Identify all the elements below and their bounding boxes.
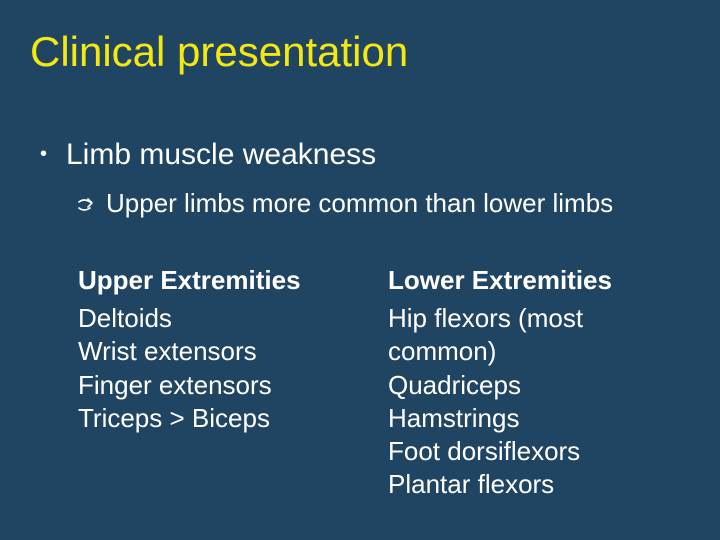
slide: Clinical presentation • Limb muscle weak… — [0, 0, 720, 540]
bullet-level-2: Upper limbs more common than lower limbs — [78, 188, 700, 219]
bullet-1-text: Limb muscle weakness — [66, 138, 376, 172]
column-lower: Lower Extremities Hip flexors (most comm… — [388, 265, 698, 502]
bullet-2-text: Upper limbs more common than lower limbs — [106, 188, 613, 219]
column-item: Triceps > Biceps — [78, 402, 388, 435]
column-item: Foot dorsiflexors — [388, 435, 698, 468]
column-item: Hip flexors (most common) — [388, 302, 698, 369]
columns: Upper Extremities Deltoids Wrist extenso… — [78, 265, 700, 502]
column-heading: Upper Extremities — [78, 265, 388, 296]
bullet-level-1: • Limb muscle weakness — [40, 138, 700, 172]
column-upper: Upper Extremities Deltoids Wrist extenso… — [78, 265, 388, 502]
column-item: Wrist extensors — [78, 335, 388, 368]
arrow-icon — [78, 196, 106, 218]
bullet-dot-icon: • — [40, 144, 66, 164]
column-item: Hamstrings — [388, 402, 698, 435]
column-item: Plantar flexors — [388, 468, 698, 501]
slide-title: Clinical presentation — [30, 28, 700, 76]
column-item: Quadriceps — [388, 369, 698, 402]
column-item: Deltoids — [78, 302, 388, 335]
column-item: Finger extensors — [78, 369, 388, 402]
column-heading: Lower Extremities — [388, 265, 698, 296]
